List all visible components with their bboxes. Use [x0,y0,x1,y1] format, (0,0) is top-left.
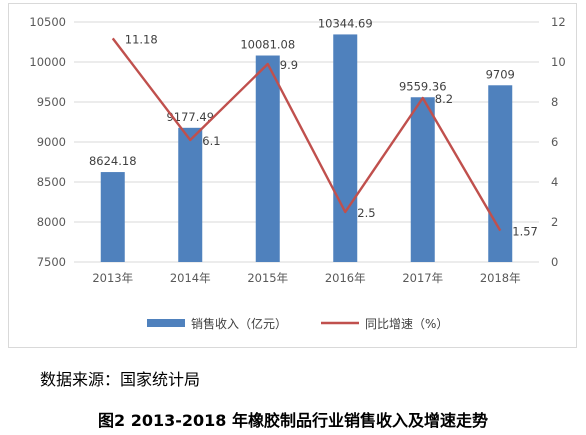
bar [255,55,280,263]
data-source-note: 数据来源：国家统计局 [40,370,201,389]
bar [100,172,125,262]
line-data-label: 8.2 [435,92,453,106]
figure-caption: 图2 2013-2018 年橡胶制品行业销售收入及增速走势 [98,411,488,430]
legend-swatch-bar [147,319,185,327]
bar-data-label: 9559.36 [399,79,447,93]
left-axis-tick-label: 7500 [37,255,66,269]
x-axis-tick-label: 2017年 [402,271,443,285]
legend-label-line: 同比增速（%） [365,317,448,331]
left-axis-tick-label: 8000 [37,215,66,229]
left-axis-tick-label: 10000 [29,55,66,69]
bar [178,127,203,262]
x-axis-tick-label: 2013年 [92,271,133,285]
bar [410,97,435,263]
right-axis-tick-label: 6 [551,135,558,149]
right-axis-tick-label: 8 [551,95,558,109]
right-axis-tick-label: 4 [551,175,558,189]
bar [333,34,358,262]
left-axis-tick-label: 8500 [37,175,66,189]
line-data-label: 11.18 [125,32,158,46]
bar-data-label: 9177.49 [166,110,214,124]
growth-line [111,37,502,232]
chart-frame: 7500 8000 8500 9000 9500 10000 10500 0 2 4 6 8 10 12 8… [8,3,577,348]
line-data-label: 1.57 [512,225,538,239]
right-axis-tick-label: 12 [551,15,566,29]
line-data-label: 6.1 [202,134,220,148]
x-axis-tick-label: 2015年 [247,271,288,285]
bar [488,85,513,262]
left-axis-tick-label: 9500 [37,95,66,109]
x-axis-tick-label: 2018年 [480,271,521,285]
right-axis-tick-label: 0 [551,255,558,269]
line-data-label: 2.5 [357,206,375,220]
chart-svg: 7500 8000 8500 9000 9500 10000 10500 0 2 4 6 8 10 12 8… [29,15,566,331]
bar-data-label: 8624.18 [89,154,137,168]
legend-label-bar: 销售收入（亿元） [191,316,287,331]
x-axis-tick-label: 2016年 [325,271,366,285]
x-axis-tick-label: 2014年 [170,271,211,285]
left-axis-tick-label: 9000 [37,135,66,149]
right-axis-tick-label: 10 [551,55,566,69]
line-data-label: 9.9 [280,58,298,72]
bar-data-label: 10081.08 [240,38,295,52]
bar-data-label: 10344.69 [318,16,373,30]
left-axis-tick-label: 10500 [29,15,66,29]
bar-data-label: 9709 [486,67,515,81]
right-axis-tick-label: 2 [551,215,558,229]
